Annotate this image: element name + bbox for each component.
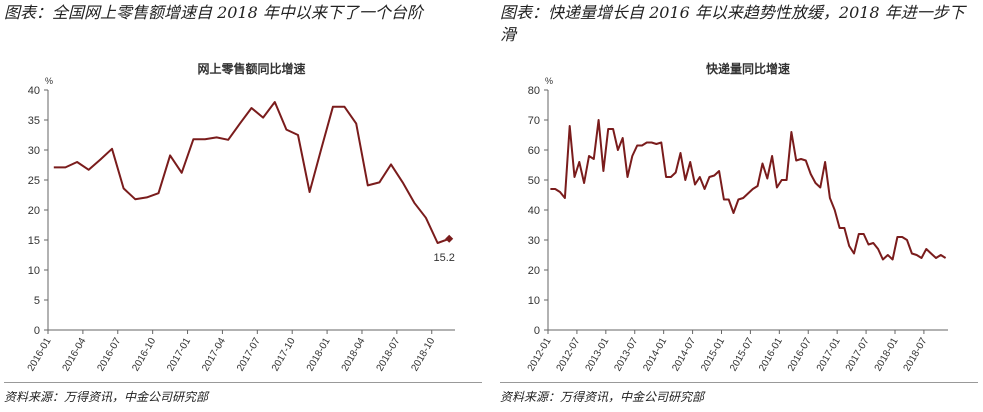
online-retail-chart: 网上零售额同比增速% 0 5 10 15 20 25 30 35 40 2016-01 2016-04…	[26, 61, 455, 374]
y-tick-label: 5	[34, 295, 40, 307]
y-tick-label: 25	[28, 175, 40, 187]
y-tick-label: 20	[528, 265, 540, 277]
x-tick-label: 2016-07	[95, 336, 123, 374]
left-divider	[4, 382, 482, 383]
y-tick-label: 0	[534, 325, 540, 337]
x-tick-label: 2016-01	[26, 336, 54, 374]
left-caption: 图表：全国网上零售额增速自 2018 年中以来下了一个台阶	[4, 3, 423, 22]
data-label: 15.2	[433, 252, 454, 264]
x-tick-label: 2014-07	[670, 336, 698, 374]
x-tick-label: 2015-01	[699, 336, 727, 374]
chart-title: 快递量同比增速	[706, 61, 790, 76]
y-tick-label: 40	[28, 85, 40, 97]
x-tick-label: 2017-01	[165, 336, 193, 374]
y-tick-label: 60	[528, 145, 540, 157]
y-tick-label: 30	[528, 235, 540, 247]
x-tick-label: 2018-01	[873, 336, 901, 374]
y-unit-label: %	[545, 76, 553, 86]
data-line	[550, 119, 947, 261]
y-tick-label: 30	[28, 145, 40, 157]
y-tick-label: 50	[528, 175, 540, 187]
y-tick-label: 40	[528, 205, 540, 217]
chart-title: 网上零售额同比增速	[197, 61, 305, 76]
y-tick-label: 35	[28, 115, 40, 127]
x-tick-label: 2016-07	[786, 336, 814, 374]
x-tick-label: 2014-01	[641, 336, 669, 374]
right-caption: 图表：快递量增长自 2016 年以来趋势性放缓，2018 年进一步下滑	[500, 3, 965, 44]
data-line	[53, 101, 450, 244]
x-tick-label: 2015-07	[728, 336, 756, 374]
y-tick-label: 20	[28, 205, 40, 217]
right-divider	[500, 382, 978, 383]
y-tick-label: 70	[528, 115, 540, 127]
y-tick-label: 15	[28, 235, 40, 247]
x-tick-label: 2017-01	[815, 336, 843, 374]
x-tick-label: 2016-04	[61, 336, 89, 374]
last-point-marker	[445, 234, 454, 243]
y-tick-label: 10	[28, 265, 40, 277]
x-tick-label: 2018-01	[305, 336, 333, 374]
x-tick-label: 2018-07	[375, 336, 403, 374]
x-tick-label: 2016-10	[130, 336, 158, 374]
x-tick-label: 2017-07	[844, 336, 872, 374]
x-tick-label: 2017-07	[235, 336, 263, 374]
y-tick-label: 80	[528, 85, 540, 97]
y-unit-label: %	[45, 76, 53, 86]
x-tick-label: 2017-10	[270, 336, 298, 374]
x-tick-label: 2012-07	[555, 336, 583, 374]
x-tick-label: 2013-07	[612, 336, 640, 374]
x-tick-label: 2016-01	[757, 336, 785, 374]
x-tick-label: 2018-04	[340, 336, 368, 374]
x-tick-label: 2018-10	[409, 336, 437, 374]
left-source: 资料来源：万得资讯，中金公司研究部	[4, 390, 209, 404]
x-tick-label: 2018-07	[902, 336, 930, 374]
x-tick-label: 2017-04	[200, 336, 228, 374]
x-tick-label: 2013-01	[584, 336, 612, 374]
y-tick-label: 10	[528, 295, 540, 307]
x-tick-label: 2012-01	[526, 336, 554, 374]
right-source: 资料来源：万得资讯，中金公司研究部	[500, 390, 705, 404]
y-tick-label: 0	[34, 325, 40, 337]
